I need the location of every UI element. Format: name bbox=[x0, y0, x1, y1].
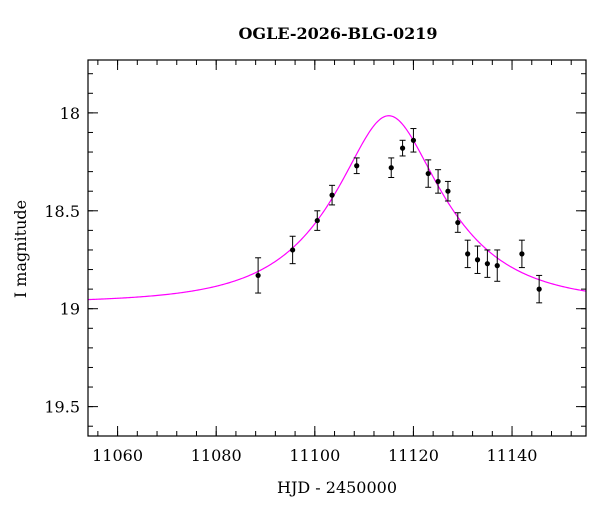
data-point bbox=[435, 178, 441, 185]
model-curve bbox=[87, 115, 587, 301]
data-point bbox=[410, 137, 417, 143]
data-point bbox=[354, 163, 360, 169]
data-point bbox=[484, 261, 490, 267]
data-point bbox=[314, 217, 320, 224]
data-point bbox=[290, 247, 296, 253]
x-tick-label: 11060 bbox=[92, 446, 143, 465]
data-point bbox=[474, 257, 481, 263]
data-point bbox=[255, 272, 261, 279]
plot-frame bbox=[87, 59, 587, 437]
data-point bbox=[425, 170, 431, 177]
x-tick-label: 11100 bbox=[289, 446, 340, 465]
y-tick-label: 19.5 bbox=[44, 398, 80, 417]
axis-ticks bbox=[88, 60, 586, 436]
data-point bbox=[494, 263, 500, 269]
y-tick-label: 18.5 bbox=[44, 202, 80, 221]
data-point bbox=[519, 251, 525, 257]
y-tick-label: 19 bbox=[60, 300, 80, 319]
x-tick-label: 11120 bbox=[388, 446, 439, 465]
data-point bbox=[329, 192, 335, 198]
data-points bbox=[255, 128, 543, 304]
data-point bbox=[399, 145, 406, 151]
data-point bbox=[536, 286, 542, 292]
data-point bbox=[455, 219, 461, 226]
x-tick-label: 11080 bbox=[191, 446, 242, 465]
data-point bbox=[388, 165, 394, 171]
chart-title: OGLE-2026-BLG-0219 bbox=[238, 24, 437, 43]
y-tick-label: 18 bbox=[60, 104, 80, 123]
x-tick-label: 11140 bbox=[487, 446, 538, 465]
x-axis-label: HJD - 2450000 bbox=[277, 478, 397, 497]
data-point bbox=[465, 251, 471, 257]
tick-labels: 11060 11080 11100 11120 11140 18 18.5 19 19.5 bbox=[44, 104, 537, 465]
data-point bbox=[445, 188, 451, 194]
y-axis-label: I magnitude bbox=[11, 200, 30, 298]
model-line bbox=[87, 115, 587, 301]
